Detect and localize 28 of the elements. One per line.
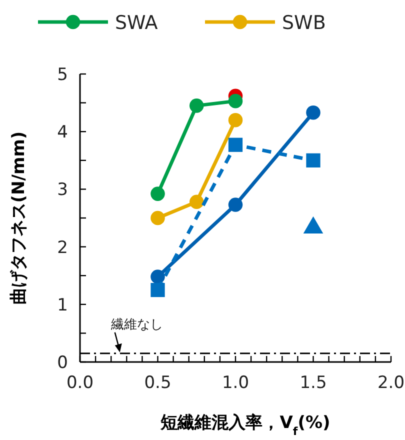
x-tick-label: 0.0 [66,373,94,393]
point [306,105,320,120]
y-tick-label: 1 [57,295,68,316]
point [150,270,165,284]
point [150,282,165,298]
point [228,112,243,128]
y-tick-label: 0 [57,353,68,373]
point [150,210,165,226]
x-axis-title: 短繊維混入率，V$_{f}$(%) [160,413,330,438]
y-tick-label: 3 [57,180,68,200]
y-tick-label: 2 [57,238,68,258]
point [189,194,204,209]
annotation: 繊維なし [110,317,163,332]
point [150,186,165,201]
point [228,198,243,212]
point [189,98,204,113]
point [228,138,243,152]
point [306,153,320,168]
x-tick-label: 0.5 [144,373,172,393]
legend-label: SWA [115,12,158,34]
x-tick-label: 2.0 [377,373,405,393]
legend-label: SWB [282,12,326,34]
x-tick-label: 1.0 [222,373,250,393]
point [228,94,243,108]
x-tick-label: 1.5 [300,373,327,393]
y-tick-label: 4 [57,122,68,143]
y-tick-label: 5 [57,65,68,85]
y-axis-title: 曲げタフネス(N/mm) [9,131,29,305]
